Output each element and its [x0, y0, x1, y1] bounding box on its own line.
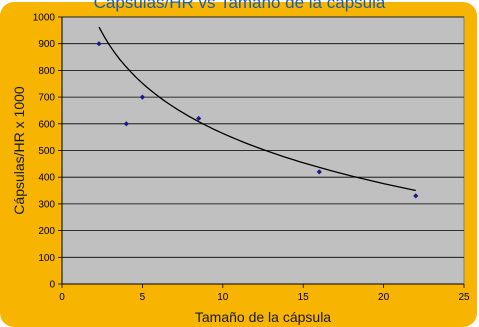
data-point [316, 169, 322, 175]
y-tick-label: 700 [38, 93, 55, 104]
chart-title: Cápsulas/HR vs Tamaño de la cápsula [93, 0, 386, 12]
y-tick-label: 400 [38, 173, 55, 184]
x-tick-label: 15 [298, 292, 310, 303]
y-tick-label: 300 [38, 199, 55, 210]
y-tick-label: 100 [38, 253, 55, 264]
data-point [139, 94, 145, 100]
x-tick-label: 5 [140, 292, 146, 303]
data-point [413, 193, 419, 199]
x-tick-label: 20 [378, 292, 390, 303]
plot-area-group: 0 100 200 300 400 500 600 700 800 900 1000 0 5 10 15 20… [11, 13, 470, 326]
trendline [98, 26, 416, 192]
y-tick-label: 200 [38, 226, 55, 237]
x-tick-label: 0 [59, 292, 65, 303]
data-point [196, 115, 202, 122]
y-tick-label: 600 [38, 119, 55, 130]
data-point [96, 41, 102, 47]
y-axis-title: Cápsulas/HR x 1000 [11, 86, 27, 215]
y-tick-label: 0 [49, 280, 55, 291]
y-tick-label: 900 [38, 39, 55, 50]
x-tick-label: 25 [458, 292, 470, 303]
y-tick-label: 800 [38, 66, 55, 77]
x-axis-title: Tamaño de la cápsula [195, 309, 331, 325]
data-point [123, 121, 129, 127]
y-tick-label: 500 [38, 146, 55, 157]
y-tick-label: 1000 [33, 13, 56, 24]
x-tick-label: 10 [217, 292, 229, 303]
